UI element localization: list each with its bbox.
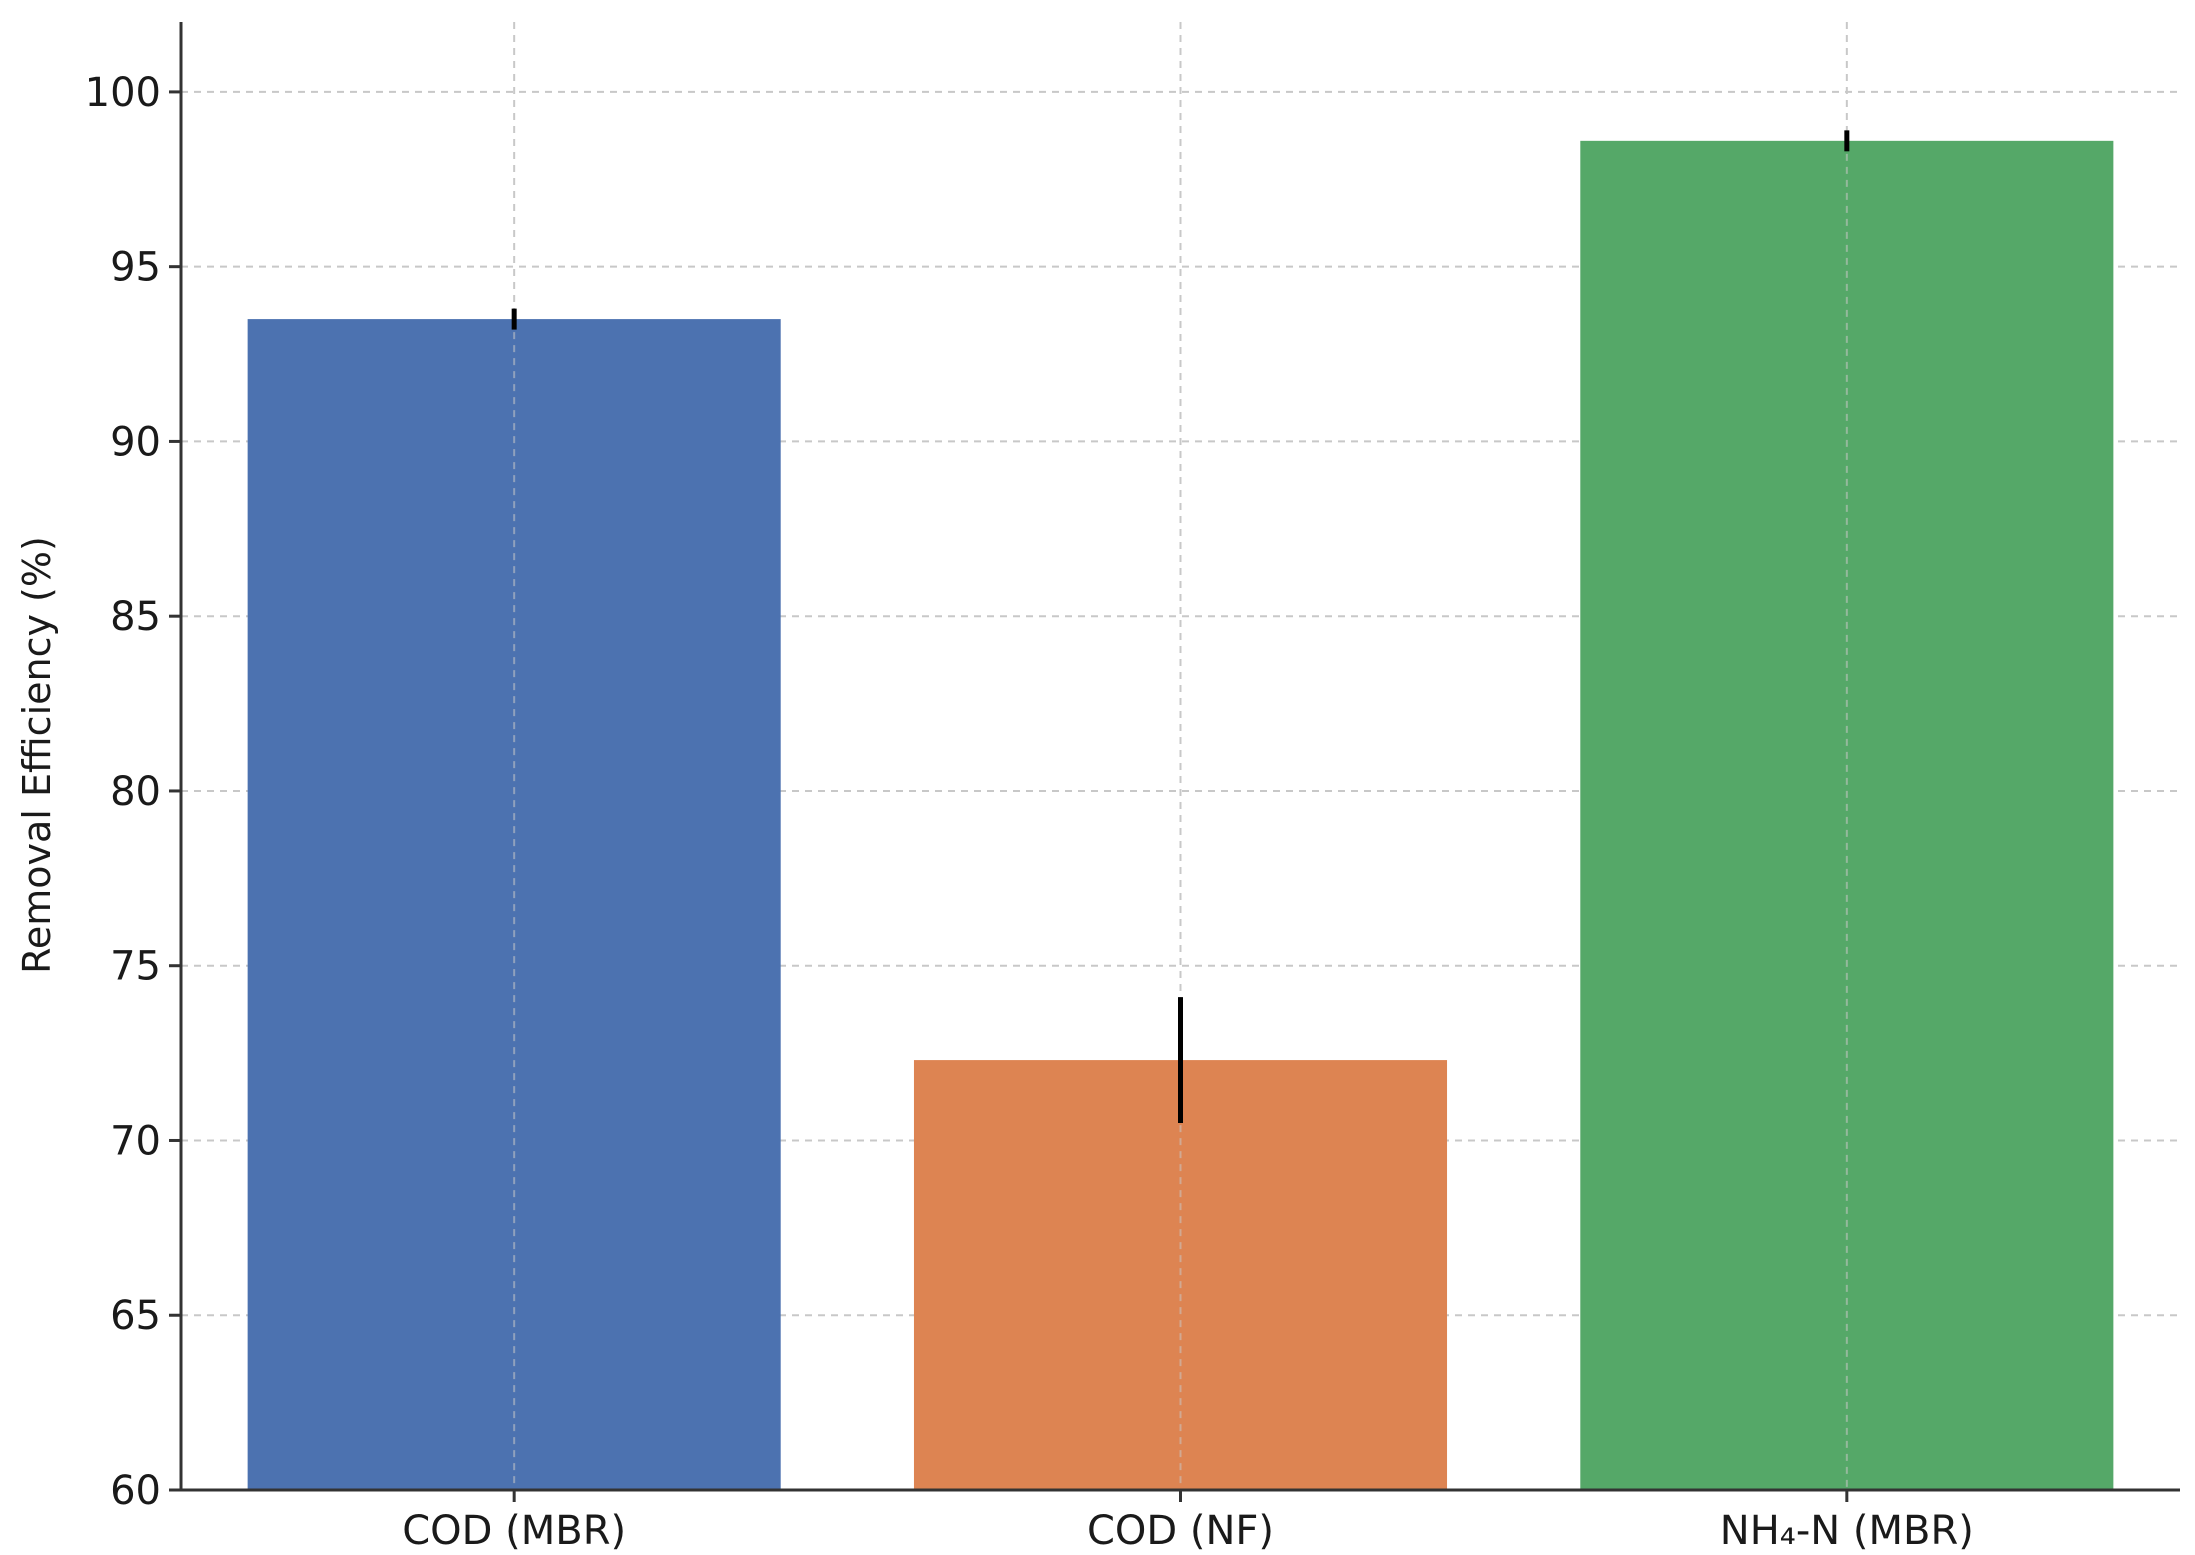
x-tick-label: COD (MBR) bbox=[402, 1508, 626, 1554]
labels-layer: Removal Efficiency (%) bbox=[15, 536, 59, 974]
y-tick-label: 75 bbox=[110, 944, 161, 990]
y-tick-label: 95 bbox=[110, 245, 161, 291]
y-axis-label: Removal Efficiency (%) bbox=[15, 536, 59, 974]
axes-layer: 60 65 70 75 80 85 90 95 100 COD (MBR) COD (NF) NH₄-… bbox=[85, 22, 2180, 1554]
y-tick-label: 100 bbox=[85, 70, 161, 116]
y-tick-label: 85 bbox=[110, 594, 161, 640]
x-tick-label: NH₄-N (MBR) bbox=[1720, 1508, 1974, 1554]
y-tick-label: 90 bbox=[110, 419, 161, 465]
bars-layer bbox=[247, 130, 2114, 1491]
y-tick-label: 60 bbox=[110, 1468, 161, 1514]
y-tick-label: 70 bbox=[110, 1118, 161, 1164]
y-tick-label: 80 bbox=[110, 769, 161, 815]
x-tick-label: COD (NF) bbox=[1087, 1508, 1274, 1554]
y-tick-label: 65 bbox=[110, 1293, 161, 1339]
